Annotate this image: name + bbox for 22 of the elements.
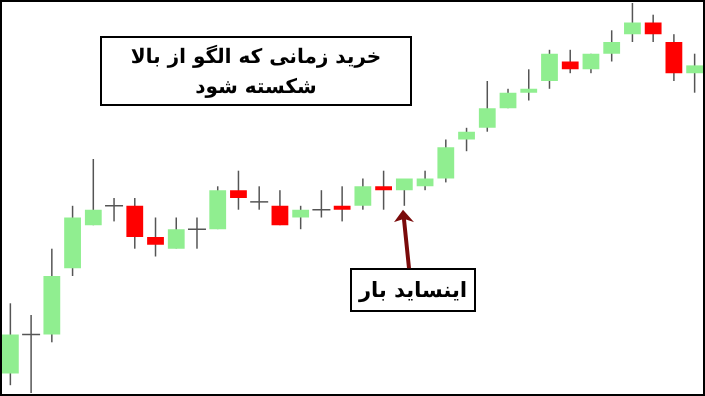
candlestick	[334, 186, 351, 222]
candlestick	[230, 170, 247, 210]
candlestick	[644, 14, 662, 43]
annotation: اینساید بار	[350, 268, 476, 312]
annotation: خرید زمانی که الگو از بالا شکسته شود	[100, 36, 412, 106]
candlestick	[686, 52, 704, 94]
candlestick	[458, 127, 475, 152]
candlestick	[147, 216, 164, 258]
candlestick	[168, 216, 185, 250]
candlestick	[396, 178, 413, 207]
candlestick	[272, 189, 288, 226]
candlestick	[416, 170, 434, 191]
candlestick	[500, 88, 516, 110]
candlestick	[478, 80, 496, 132]
candlestick	[375, 170, 392, 210]
candlestick	[292, 205, 310, 230]
candlestick	[624, 2, 641, 43]
candlestick	[84, 158, 102, 226]
candlestick	[582, 52, 600, 74]
candlestick	[562, 49, 579, 74]
candlestick	[603, 30, 620, 62]
candlestick	[354, 178, 372, 210]
